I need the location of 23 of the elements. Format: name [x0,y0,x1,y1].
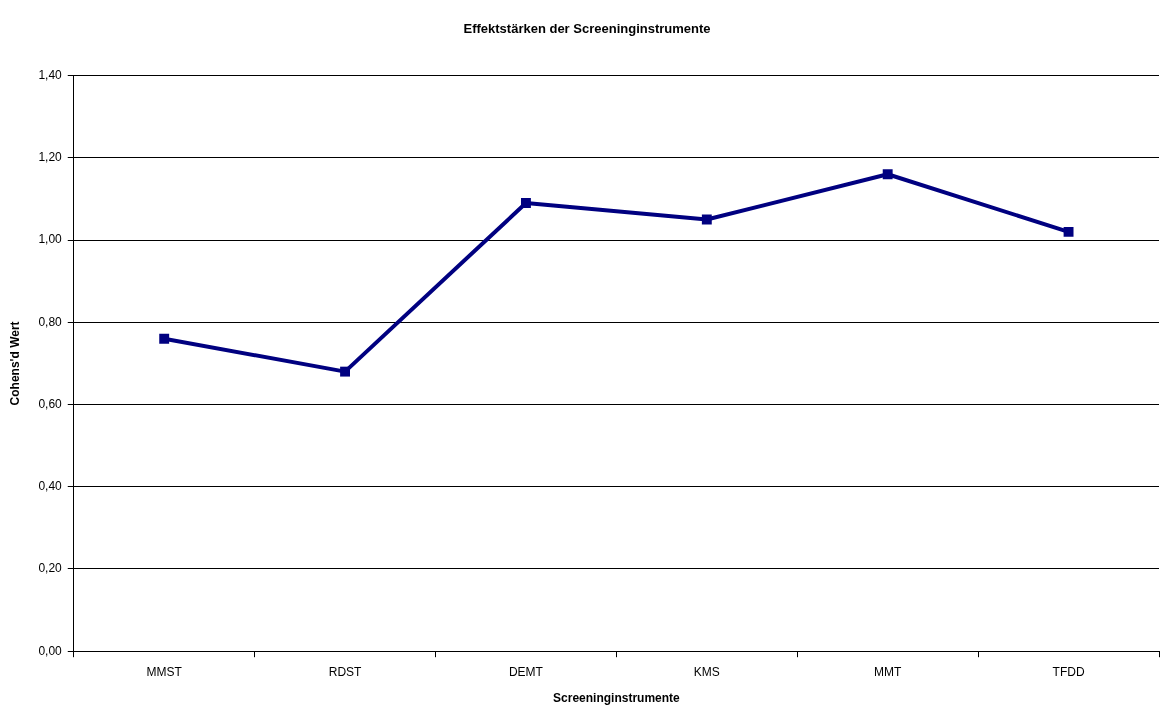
y-tick-label: 0,80 [38,314,63,329]
x-tick-label: TFDD [1052,664,1085,679]
y-tick-label: 1,40 [38,67,63,82]
point [1063,226,1074,237]
y-tick-label: 0,00 [38,643,63,658]
y-tick-label: 1,20 [38,150,63,165]
y-tick-label: 0,60 [38,396,63,411]
chart-title: Effektstärken der Screeninginstrumente [463,21,711,37]
y-tick-label: 0,20 [38,561,63,576]
y-tick-label: 0,40 [38,479,63,494]
y-tick-label: 1,00 [38,232,63,247]
point [520,198,531,208]
point [882,169,893,180]
x-tick-label: MMST [146,664,183,679]
y-axis-title: Cohens'd Wert [7,321,22,406]
x-tick-label: MMT [874,664,903,679]
x-tick-label: DEMT [508,664,544,679]
x-tick-label: RDST [328,664,363,679]
point [159,333,170,344]
x-tick-label: KMS [693,664,720,679]
point [701,214,712,225]
x-axis-title: Screeninginstrumente [553,691,681,706]
point [340,366,351,377]
